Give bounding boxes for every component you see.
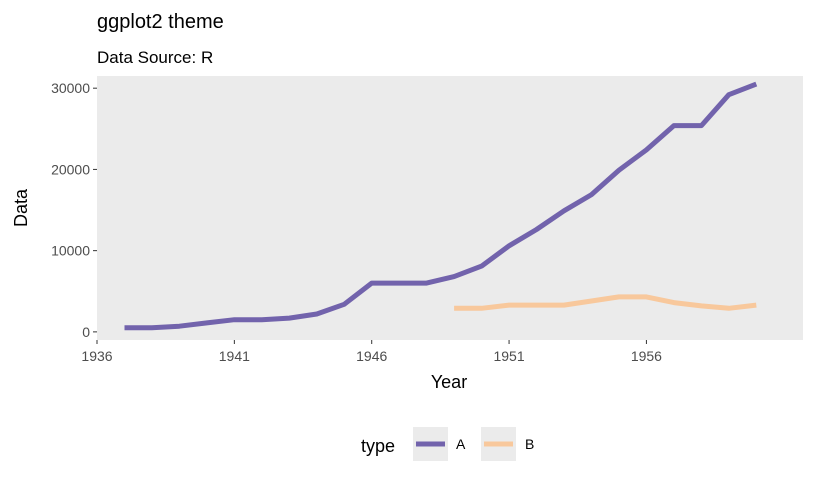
- legend-label-b: B: [525, 436, 534, 452]
- x-tick-label: 1951: [493, 348, 524, 364]
- x-tick-label: 1956: [631, 348, 662, 364]
- chart-title: ggplot2 theme: [97, 11, 224, 33]
- legend-title: type: [361, 436, 395, 456]
- x-tick-label: 1941: [219, 348, 250, 364]
- x-axis-title: Year: [431, 372, 467, 392]
- chart-subtitle: Data Source: R: [97, 48, 213, 67]
- y-axis: 0 10000 20000 30000: [51, 80, 97, 340]
- series-lines: [124, 81, 758, 331]
- x-tick-label: 1936: [81, 348, 112, 364]
- y-tick-label: 20000: [51, 161, 90, 177]
- x-tick-label: 1946: [356, 348, 387, 364]
- y-tick-label: 0: [82, 324, 90, 340]
- legend: type A B: [361, 427, 534, 461]
- plot-panel: [97, 76, 803, 340]
- y-tick-label: 10000: [51, 243, 90, 259]
- y-axis-title: Data: [11, 188, 31, 227]
- legend-label-a: A: [456, 436, 466, 452]
- series-line-b: [454, 294, 757, 311]
- series-line-a: [124, 81, 758, 331]
- x-axis: 1936 1941 1946 1951 1956: [81, 340, 662, 364]
- y-tick-label: 30000: [51, 80, 90, 96]
